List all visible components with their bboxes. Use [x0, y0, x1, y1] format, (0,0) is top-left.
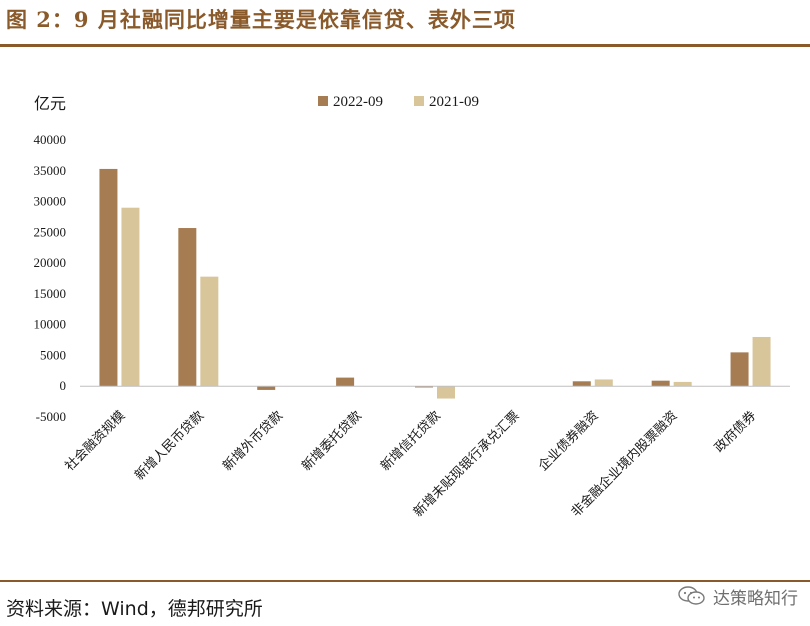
y-tick-label: 20000: [34, 255, 67, 270]
title-divider: [0, 44, 810, 47]
x-category-label: 新增委托贷款: [298, 408, 364, 474]
bar-2021-09-1: [200, 276, 219, 387]
x-category-label: 政府债券: [711, 408, 759, 456]
footer-divider: [0, 580, 810, 582]
bar-2022-09-0: [99, 168, 118, 387]
bars: [99, 168, 771, 399]
bar-2022-09-2: [257, 386, 276, 390]
y-tick-label: 5000: [40, 347, 66, 362]
source-note: 资料来源：Wind，德邦研究所: [6, 598, 263, 620]
legend-swatch-2022-09: [318, 96, 328, 106]
wechat-icon: [678, 586, 705, 605]
bar-2021-09-8: [752, 336, 771, 387]
bar-2022-09-8: [730, 352, 749, 387]
watermark: 达策略知行: [677, 584, 798, 609]
y-tick-label: -5000: [36, 409, 66, 424]
bar-2021-09-6: [594, 379, 613, 387]
x-category-label: 新增外币贷款: [220, 408, 286, 474]
y-tick-label: 15000: [34, 286, 67, 301]
bar-2021-09-7: [673, 381, 692, 387]
legend-swatch-2021-09: [414, 96, 424, 106]
watermark-text: 达策略知行: [713, 588, 798, 609]
y-tick-label: 10000: [34, 317, 67, 332]
y-tick-label: 30000: [34, 194, 67, 209]
bar-2022-09-1: [178, 228, 197, 387]
legend-label: 2021-09: [429, 94, 479, 110]
y-axis-ticks: -5000 0 5000 10000 15000 20000 25000 30000 35000…: [34, 132, 67, 424]
x-category-label: 社会融资规模: [62, 408, 128, 474]
y-tick-label: 40000: [34, 132, 67, 147]
chart-legend: 2022-09 2021-09: [318, 94, 479, 110]
x-axis-category-labels: 社会融资规模 新增人民币贷款 新增外币贷款 新增委托贷款 新增信托贷款新增未贴现银行承兑…: [62, 408, 760, 520]
bar-2022-09-6: [572, 381, 591, 387]
bar-chart: 2022-09 2021-09 亿元 -5000 0 5000 10000 15000 20…: [34, 94, 790, 520]
bar-2021-09-0: [121, 207, 140, 387]
x-category-label: 新增信托贷款: [377, 408, 443, 474]
x-category-label: 企业债券融资: [535, 408, 601, 474]
y-tick-label: 35000: [34, 163, 67, 178]
bar-2022-09-4: [415, 386, 433, 388]
figure-title: 图 2：9 月社融同比增量主要是依靠信贷、表外三项: [6, 7, 516, 32]
legend-label: 2022-09: [333, 94, 383, 110]
y-tick-label: 25000: [34, 224, 67, 239]
bar-2021-09-4: [437, 386, 455, 399]
x-category-label: 新增人民币贷款: [131, 408, 207, 484]
bar-2022-09-3: [336, 377, 355, 387]
y-tick-label: 0: [60, 378, 67, 393]
bar-2022-09-7: [651, 380, 670, 387]
y-axis-unit-label: 亿元: [34, 94, 66, 113]
